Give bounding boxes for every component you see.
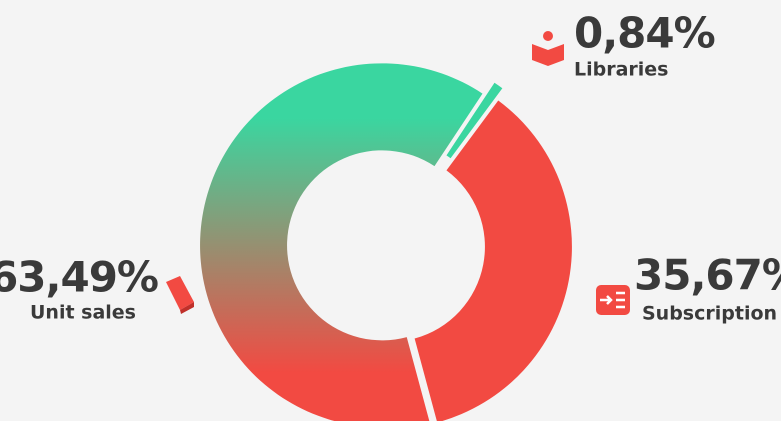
value-label: 63,49% [0,253,158,302]
library-icon [532,31,564,66]
category-label: Libraries [574,59,669,81]
subscription-icon [596,285,630,315]
category-label: Subscription [642,303,777,325]
slice [446,82,503,159]
slice [414,100,572,421]
value-label: 35,67% [634,251,781,300]
book-icon [166,276,194,314]
category-label: Unit sales [30,302,136,324]
slice [200,63,483,421]
donut [200,63,572,421]
value-label: 0,84% [574,9,715,58]
